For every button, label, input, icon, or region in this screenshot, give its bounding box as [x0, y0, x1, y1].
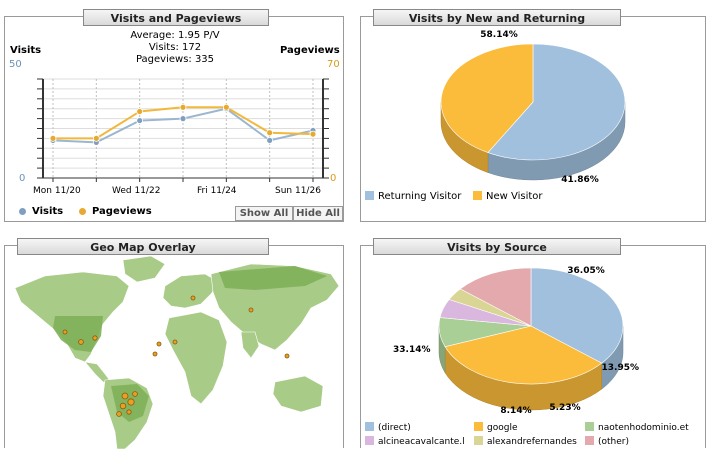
pageviews-point: [179, 103, 187, 111]
visits-point: [136, 117, 144, 124]
pageviews-point: [222, 103, 230, 111]
visits-source-pie-chart: 36.05% 33.14% 8.14% 5.23% 13.95% (direct) goog…: [365, 266, 689, 447]
summary-average: Average: 1.95 P/V: [130, 30, 220, 41]
new-returning-panel: Visits by New and Returning 58.14% 41.86%…: [360, 9, 706, 222]
russia-region: [219, 266, 327, 290]
returning-pct-label: 58.14%: [480, 30, 518, 40]
legend-source-item[interactable]: alcineacavalcante.l: [378, 437, 465, 447]
europe-region: [162, 273, 220, 309]
world-map[interactable]: [5, 246, 345, 449]
pie-slice-returning-visitor[interactable]: [487, 43, 626, 161]
legend-pageviews-label: Pageviews: [92, 206, 152, 217]
left-axis-min: 0: [19, 173, 26, 184]
legend-source-item[interactable]: naotenhodominio.et: [598, 423, 689, 433]
central-america-region: [84, 361, 112, 383]
google-pct-label: 33.14%: [393, 345, 431, 355]
new-returning-pie-chart: 58.14% 41.86% Returning Visitor New Visitor: [365, 30, 626, 202]
x-label-mon: Mon 11/20: [33, 186, 81, 196]
x-label-sun: Sun 11/26: [275, 186, 321, 196]
right-axis-max: 70: [327, 59, 340, 70]
legend-swatch: [585, 422, 594, 431]
legend-source-item[interactable]: alexandrefernandes: [487, 437, 577, 447]
panel-title: Visits by Source: [373, 238, 621, 255]
visits-line-chart: [37, 78, 329, 182]
visits-source-panel: Visits by Source 36.05% 33.14% 8.14% 5.23% 1…: [360, 238, 706, 448]
pageviews-point: [136, 108, 144, 115]
left-axis-title: Visits: [10, 45, 42, 56]
x-label-fri: Fri 11/24: [197, 186, 237, 196]
legend-visits[interactable]: Visits: [19, 206, 63, 217]
right-axis-title: Pageviews: [280, 45, 340, 56]
india-region: [240, 331, 260, 359]
pie1-legend: Returning Visitor New Visitor: [365, 191, 543, 202]
legend-source-item[interactable]: (direct): [378, 423, 411, 433]
greenland-region: [122, 255, 166, 283]
pageviews-dot-icon: [79, 207, 86, 215]
legend-visits-label: Visits: [32, 206, 64, 217]
pie-slice-google[interactable]: [444, 325, 603, 385]
other-pct-label: 13.95%: [602, 363, 640, 373]
pageviews-point: [49, 135, 57, 142]
panel-title: Visits by New and Returning: [373, 9, 621, 26]
panel-title: Visits and Pageviews: [83, 9, 269, 26]
right-axis-min: 0: [330, 173, 337, 184]
pie-slice-new-visitor[interactable]: [440, 43, 534, 153]
left-axis-max: 50: [9, 59, 22, 70]
legend-source-item[interactable]: google: [487, 423, 518, 433]
naotenho-pct-label: 8.14%: [500, 406, 531, 416]
pageviews-point: [266, 129, 274, 137]
legend-swatch: [365, 422, 374, 431]
australia-region: [272, 375, 324, 413]
legend-swatch: [474, 422, 483, 431]
visits-point: [266, 136, 274, 144]
summary-pageviews: Pageviews: 335: [135, 54, 215, 65]
pie-slice--direct-[interactable]: [530, 267, 624, 364]
summary-visits: Visits: 172: [148, 42, 202, 53]
map-markers: [62, 295, 290, 417]
legend-source-item[interactable]: (other): [598, 437, 629, 447]
legend-swatch-returning: [365, 191, 374, 200]
hide-all-button[interactable]: Hide All: [293, 206, 343, 221]
legend-swatch: [365, 436, 374, 445]
visits-dot-icon: [19, 207, 26, 215]
pie2-legend: (direct) google naotenhodominio.et alcineac…: [365, 422, 689, 447]
legend-swatch: [585, 436, 594, 445]
visits-point: [179, 115, 187, 122]
legend-swatch-new: [473, 191, 482, 200]
pageviews-point: [309, 130, 317, 138]
show-all-button[interactable]: Show All: [235, 206, 293, 221]
panel-title: Geo Map Overlay: [17, 238, 269, 255]
new-pct-label: 41.86%: [561, 175, 599, 185]
direct-pct-label: 36.05%: [567, 266, 605, 276]
pie-slice--other-[interactable]: [459, 267, 532, 327]
usa-region: [53, 316, 103, 352]
legend-pageviews[interactable]: Pageviews: [79, 206, 152, 217]
visits-pageviews-panel: Visits and Pageviews Average: 1.95 P/V V…: [4, 9, 344, 222]
alcinea-pct-label: 5.23%: [549, 403, 580, 413]
africa-region: [164, 311, 228, 405]
pageviews-point: [92, 135, 100, 142]
legend-swatch: [474, 436, 483, 445]
x-label-wed: Wed 11/22: [112, 186, 161, 196]
legend-new[interactable]: New Visitor: [486, 191, 543, 202]
geo-map-panel: Geo Map Overlay: [4, 238, 345, 449]
legend-returning[interactable]: Returning Visitor: [378, 191, 462, 202]
